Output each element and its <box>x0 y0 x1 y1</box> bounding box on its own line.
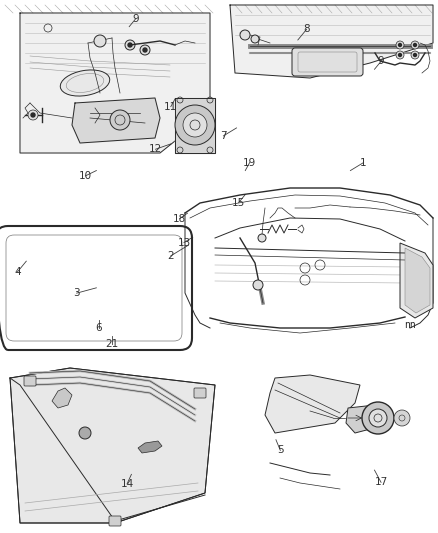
Circle shape <box>396 51 404 59</box>
Polygon shape <box>72 98 160 143</box>
Ellipse shape <box>60 70 110 96</box>
Circle shape <box>411 51 419 59</box>
Circle shape <box>251 35 259 43</box>
Circle shape <box>125 40 135 50</box>
Text: 11: 11 <box>164 102 177 111</box>
FancyBboxPatch shape <box>24 376 36 386</box>
Circle shape <box>79 427 91 439</box>
Polygon shape <box>20 13 210 153</box>
Text: 9: 9 <box>378 56 385 66</box>
Circle shape <box>240 30 250 40</box>
Circle shape <box>110 110 130 130</box>
Text: 14: 14 <box>120 479 134 489</box>
Text: 13: 13 <box>177 238 191 247</box>
Polygon shape <box>175 98 215 153</box>
Circle shape <box>399 44 402 46</box>
FancyBboxPatch shape <box>194 388 206 398</box>
Text: 19: 19 <box>243 158 256 167</box>
Polygon shape <box>400 243 433 318</box>
Circle shape <box>362 402 394 434</box>
Polygon shape <box>346 405 385 433</box>
Text: 7: 7 <box>220 131 227 141</box>
Circle shape <box>140 45 150 55</box>
Circle shape <box>369 409 387 427</box>
Text: 5: 5 <box>277 446 284 455</box>
Text: nn: nn <box>404 320 416 330</box>
Text: 15: 15 <box>232 198 245 207</box>
FancyBboxPatch shape <box>109 516 121 526</box>
Polygon shape <box>230 5 433 78</box>
Text: 3: 3 <box>73 288 80 298</box>
Circle shape <box>28 110 38 120</box>
Polygon shape <box>265 375 360 433</box>
Circle shape <box>399 53 402 56</box>
Polygon shape <box>52 388 72 408</box>
Text: 12: 12 <box>149 144 162 154</box>
Text: 2: 2 <box>167 251 174 261</box>
FancyBboxPatch shape <box>292 48 363 76</box>
Circle shape <box>253 280 263 290</box>
Text: 8: 8 <box>303 25 310 34</box>
Polygon shape <box>405 248 430 313</box>
Circle shape <box>413 44 417 46</box>
Circle shape <box>394 410 410 426</box>
Text: 4: 4 <box>14 267 21 277</box>
Circle shape <box>31 113 35 117</box>
Circle shape <box>44 24 52 32</box>
Text: 21: 21 <box>105 339 118 349</box>
Circle shape <box>94 35 106 47</box>
Text: 18: 18 <box>173 214 186 223</box>
Circle shape <box>411 41 419 49</box>
Circle shape <box>143 48 147 52</box>
Text: 17: 17 <box>374 478 388 487</box>
Circle shape <box>183 113 207 137</box>
Circle shape <box>413 53 417 56</box>
Text: 10: 10 <box>79 171 92 181</box>
Text: 1: 1 <box>360 158 367 167</box>
Circle shape <box>128 43 132 47</box>
Polygon shape <box>138 441 162 453</box>
Text: 9: 9 <box>132 14 139 23</box>
Polygon shape <box>10 368 215 523</box>
Text: 6: 6 <box>95 323 102 333</box>
Circle shape <box>258 234 266 242</box>
Circle shape <box>175 105 215 145</box>
Circle shape <box>396 41 404 49</box>
